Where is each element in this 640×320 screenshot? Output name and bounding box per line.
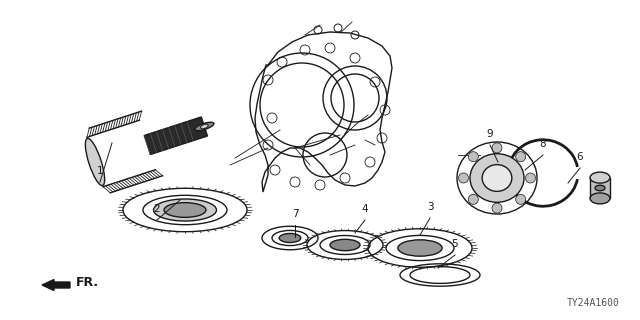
- Ellipse shape: [200, 124, 208, 129]
- Circle shape: [525, 173, 536, 183]
- Ellipse shape: [164, 203, 206, 217]
- Text: 2: 2: [154, 204, 160, 214]
- Text: 3: 3: [427, 202, 433, 212]
- Text: 8: 8: [540, 139, 547, 149]
- Text: TY24A1600: TY24A1600: [567, 298, 620, 308]
- Ellipse shape: [279, 234, 301, 243]
- Circle shape: [492, 143, 502, 153]
- Circle shape: [458, 173, 468, 183]
- Text: 5: 5: [452, 239, 458, 249]
- Text: 6: 6: [577, 152, 583, 162]
- Ellipse shape: [398, 240, 442, 256]
- Circle shape: [468, 152, 478, 162]
- Text: 9: 9: [486, 129, 493, 139]
- FancyArrow shape: [42, 279, 70, 291]
- Circle shape: [492, 203, 502, 213]
- Ellipse shape: [590, 172, 610, 183]
- Bar: [590, 178, 610, 198]
- Ellipse shape: [482, 164, 512, 191]
- Circle shape: [516, 152, 525, 162]
- Ellipse shape: [85, 139, 105, 186]
- Ellipse shape: [330, 239, 360, 251]
- Text: 4: 4: [362, 204, 368, 214]
- Text: FR.: FR.: [76, 276, 99, 290]
- Text: 1: 1: [97, 166, 103, 176]
- Ellipse shape: [595, 185, 605, 191]
- Circle shape: [468, 194, 478, 204]
- Ellipse shape: [195, 122, 214, 131]
- Polygon shape: [144, 117, 207, 155]
- Ellipse shape: [470, 154, 524, 202]
- Ellipse shape: [154, 199, 216, 221]
- Ellipse shape: [590, 193, 610, 204]
- Circle shape: [516, 194, 525, 204]
- Text: 7: 7: [292, 209, 298, 219]
